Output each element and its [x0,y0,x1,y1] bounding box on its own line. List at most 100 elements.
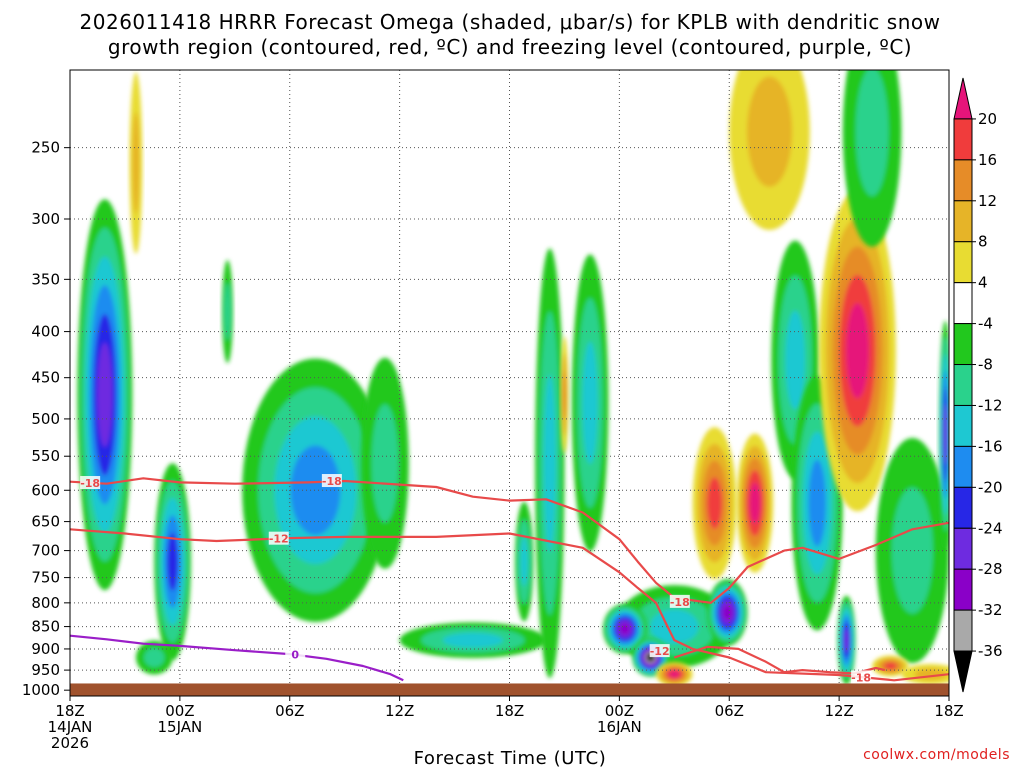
colorbar-swatch [953,445,973,488]
omega-band [582,341,598,465]
omega-cell [875,438,949,664]
omega-cell [560,336,569,454]
colorbar-swatch [953,282,973,325]
colorbar-swatch [953,200,973,243]
x-tick-label-line1: 18Z [55,702,84,720]
y-tick-label: 550 [31,447,60,465]
colorbar-label: 8 [978,233,988,251]
freezing-level-label-bg [285,647,306,661]
omega-cell [842,70,902,247]
x-tick-label-line2: 14JAN [48,718,93,736]
y-tick-label: 400 [31,323,60,341]
omega-band [846,303,869,399]
omega-cell [221,259,233,364]
credit-text[interactable]: coolwx.com/models [863,747,1010,763]
omega-cell [736,433,774,573]
omega-band [143,648,165,668]
omega-cell [361,357,409,569]
x-tick-label-line3: 2026 [51,734,89,752]
omega-band [442,632,504,648]
omega-cell [872,655,909,677]
colorbar-swatch [953,159,973,202]
omega-cell [818,190,896,512]
colorbar-label: -16 [978,437,1003,455]
colorbar-swatch [953,486,973,529]
colorbar-swatch [953,527,973,570]
x-tick-label-line1: 00Z [165,702,194,720]
y-tick-label: 850 [31,618,60,636]
omega-band [749,482,761,524]
x-tick-label-line1: 12Z [824,702,853,720]
omega-band [562,370,567,419]
colorbar-top-arrow [953,77,973,120]
y-tick-label: 700 [31,542,60,560]
omega-cell [399,622,547,658]
y-tick-label: 800 [31,594,60,612]
colorbar-label: -4 [978,315,993,333]
temperature-contours: -18 -18 -18 -12 -12 -18 0 [70,474,949,684]
dgz-minus18-label-bg [80,476,101,490]
colorbar: 20 16 12 8 4 -4 -8 -12 -16 -20 -24 -28 -32 -36 [953,77,1003,693]
colorbar-label: -36 [978,642,1003,660]
colorbar-swatch [953,404,973,447]
omega-cell [571,254,609,552]
y-tick-label: 1000 [22,681,60,699]
colorbar-label: -20 [978,478,1003,496]
omega-band [884,662,897,670]
chart-title-line1: 2026011418 HRRR Forecast Omega (shaded, … [80,10,941,34]
omega-band [371,404,399,523]
dgz-minus12-label: -12 [269,533,289,546]
omega-cell [135,640,173,675]
colorbar-swatch [953,568,973,611]
omega-cell [901,664,949,685]
omega-cell [514,501,534,622]
colorbar-swatch [953,364,973,406]
dgz-minus18-line [70,477,949,604]
omega-band [132,112,140,214]
omega-band [290,445,341,536]
omega-band [855,70,889,197]
dgz-minus18-lower-label: -18 [851,671,871,684]
dgz-minus18-label: -18 [80,477,100,490]
y-tick-label: 500 [31,410,60,428]
y-tick-label: 350 [31,270,60,288]
colorbar-swatch [953,118,973,161]
omega-band [543,374,556,553]
omega-band [520,536,528,587]
ground-terrain [70,683,949,696]
colorbar-label: 20 [978,110,997,128]
y-tick-label: 300 [31,210,60,228]
colorbar-label: 16 [978,151,997,169]
omega-band [844,628,849,653]
x-tick-label-line1: 18Z [495,702,524,720]
colorbar-label: -8 [978,356,993,374]
colorbar-swatch [953,609,973,652]
dgz-minus12-label-bg [649,644,670,658]
dgz-minus18-label-bg [321,474,342,488]
omega-cell [729,70,810,231]
chart-title-line2: growth region (contoured, red, ºC) and f… [108,35,912,59]
omega-band [785,310,806,410]
omega-band [722,604,733,621]
y-tick-label: 950 [31,661,60,679]
colorbar-label: -12 [978,396,1003,414]
y-tick-label: 900 [31,640,60,658]
colorbar-label: 4 [978,274,988,292]
omega-band [619,622,631,636]
dgz-minus18-lower-label-bg [851,670,872,684]
freezing-level-line [70,634,404,682]
omega-band [891,487,933,614]
omega-band [224,282,231,341]
omega-cell [837,595,856,685]
colorbar-label: -24 [978,519,1003,537]
x-tick-label-line2: 16JAN [597,718,642,736]
omega-cell [535,248,565,679]
dgz-minus12-line [70,528,949,682]
y-tick-label: 250 [31,139,60,157]
omega-cell [656,661,693,687]
freezing-level-label: 0 [291,649,299,662]
colorbar-label: -32 [978,601,1003,619]
omega-cell [692,427,737,580]
